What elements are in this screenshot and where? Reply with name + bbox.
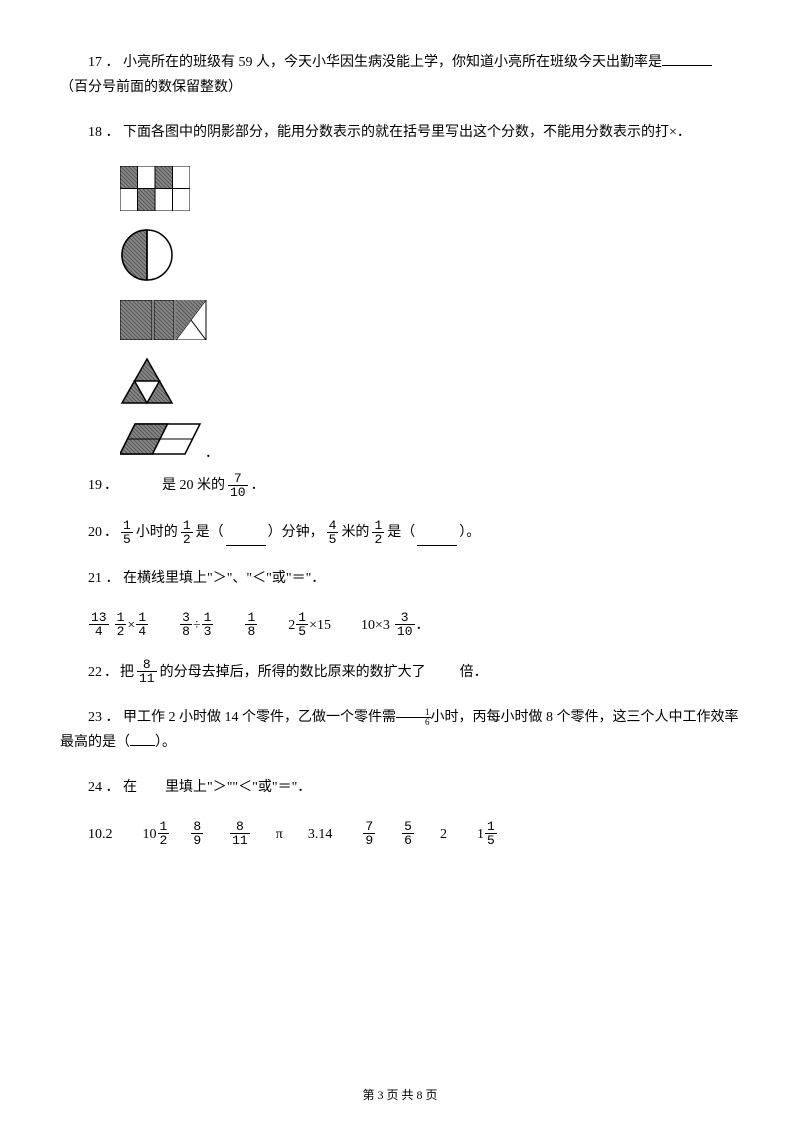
q24-num: 24 bbox=[88, 780, 102, 795]
question-22: 22 ． 把 811 的分母去掉后，所得的数比原来的数扩大了 倍． bbox=[88, 658, 740, 685]
q21-num: 21 bbox=[88, 571, 102, 586]
q24-text: 在 里填上"＞""＜"或"＝"． bbox=[123, 780, 311, 795]
fraction: 16 bbox=[396, 708, 431, 727]
blank bbox=[417, 531, 457, 546]
q22-num: 22 bbox=[88, 660, 102, 685]
q20-num: 20 bbox=[88, 520, 102, 545]
question-23: 23 ． 甲工作 2 小时做 14 个零件，乙做一个零件需16小时，丙每小时做 … bbox=[60, 705, 740, 755]
q20-dot: ． bbox=[104, 520, 118, 545]
q18-dot: ． bbox=[106, 125, 120, 140]
q19-num: 19 bbox=[88, 473, 102, 498]
question-24: 24 ． 在 里填上"＞""＜"或"＝"． bbox=[60, 775, 740, 800]
q24-dot: ． bbox=[106, 780, 120, 795]
q17-num: 17 bbox=[88, 55, 102, 70]
q23-dot: ． bbox=[106, 710, 120, 725]
q19-dot: ． bbox=[104, 473, 118, 498]
fraction: 15 bbox=[121, 519, 133, 546]
fraction: 12 bbox=[181, 519, 193, 546]
figure-triangle bbox=[120, 357, 740, 414]
figure-grid bbox=[120, 166, 740, 220]
question-20: 20 ． 15 小时的 12 是（）分钟， 45 米的 12 是（）。 bbox=[88, 519, 740, 546]
fraction: 710 bbox=[228, 472, 248, 499]
q19-text: 是 20 米的 bbox=[162, 473, 225, 498]
q21-text: 在横线里填上"＞"、"＜"或"＝"． bbox=[123, 571, 325, 586]
question-17: 17 ． 小亮所在的班级有 59 人，今天小华因生病没能上学，你知道小亮所在班级… bbox=[60, 50, 740, 100]
q23-num: 23 bbox=[88, 710, 102, 725]
q17-text-a: 小亮所在的班级有 59 人，今天小华因生病没能上学，你知道小亮所在班级今天出勤率… bbox=[123, 55, 662, 70]
question-19: 19 ． 是 20 米的 710 ． bbox=[88, 472, 740, 499]
blank bbox=[130, 731, 155, 746]
figure-rects bbox=[120, 300, 740, 349]
fraction: 811 bbox=[137, 658, 157, 685]
q24-row: 10.2 10 12 89 811 π 3.14 79 56 2 1 15 bbox=[88, 820, 740, 847]
blank bbox=[662, 51, 712, 66]
q18-text: 下面各图中的阴影部分，能用分数表示的就在括号里写出这个分数，不能用分数表示的打×… bbox=[123, 125, 691, 140]
question-21: 21 ． 在横线里填上"＞"、"＜"或"＝"． bbox=[60, 566, 740, 591]
fraction: 12 bbox=[372, 519, 384, 546]
q17-text-b: （百分号前面的数保留整数） bbox=[60, 80, 242, 95]
fraction: 45 bbox=[327, 519, 339, 546]
question-18: 18 ． 下面各图中的阴影部分，能用分数表示的就在括号里写出这个分数，不能用分数… bbox=[60, 120, 740, 145]
q21-dot: ． bbox=[106, 571, 120, 586]
page-footer: 第 3 页 共 8 页 bbox=[0, 1085, 800, 1107]
q18-num: 18 bbox=[88, 125, 102, 140]
q17-dot: ． bbox=[106, 55, 120, 70]
q22-dot: ． bbox=[104, 660, 118, 685]
figure-circle bbox=[120, 228, 740, 292]
figure-parallelogram: ． bbox=[120, 422, 740, 466]
q21-items: 134 12× 14 38÷ 13 18 215×15 10×3 310． bbox=[88, 611, 740, 638]
blank bbox=[226, 531, 266, 546]
